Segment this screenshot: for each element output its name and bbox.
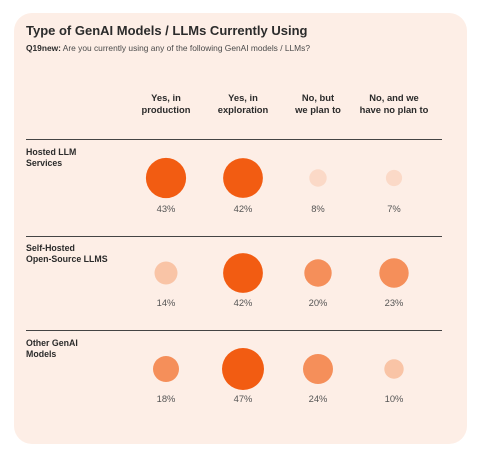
row-divider <box>26 330 442 331</box>
value-label: 20% <box>309 297 328 308</box>
column-header-yes-exploration: Yes, in exploration <box>217 92 269 115</box>
row-label-hosted-llm: Hosted LLM Services <box>26 147 77 168</box>
bubble <box>153 356 179 382</box>
row-label-other-genai: Other GenAI Models <box>26 338 78 359</box>
row-label-self-hosted: Self-Hosted Open-Source LLMS <box>26 243 108 264</box>
column-header-yes-production: Yes, in production <box>141 92 191 115</box>
value-label: 14% <box>157 297 176 308</box>
bubble <box>154 261 178 285</box>
bubble <box>379 258 409 288</box>
chart-subtitle: Q19new: Are you currently using any of t… <box>26 43 310 53</box>
value-label: 10% <box>385 393 404 404</box>
value-label: 43% <box>157 203 176 214</box>
value-label: 47% <box>234 393 253 404</box>
bubble <box>385 169 403 187</box>
row-divider <box>26 236 442 237</box>
value-label: 8% <box>311 203 325 214</box>
question-text: Are you currently using any of the follo… <box>62 43 310 53</box>
question-id: Q19new: <box>26 43 61 53</box>
bubble <box>304 259 332 287</box>
value-label: 18% <box>157 393 176 404</box>
value-label: 24% <box>309 393 328 404</box>
column-header-no-but-plan: No, but we plan to <box>295 92 341 115</box>
value-label: 42% <box>234 297 253 308</box>
value-label: 23% <box>385 297 404 308</box>
bubble <box>309 169 327 187</box>
row-divider <box>26 139 442 140</box>
bubble <box>384 359 404 379</box>
bubble <box>303 354 333 384</box>
chart-title: Type of GenAI Models / LLMs Currently Us… <box>26 23 308 38</box>
bubble <box>223 158 263 198</box>
bubble <box>223 253 263 293</box>
value-label: 7% <box>387 203 401 214</box>
bubble <box>222 348 264 390</box>
value-label: 42% <box>234 203 253 214</box>
column-header-no-no-plan: No, and we have no plan to <box>359 92 429 115</box>
bubble <box>145 157 187 199</box>
